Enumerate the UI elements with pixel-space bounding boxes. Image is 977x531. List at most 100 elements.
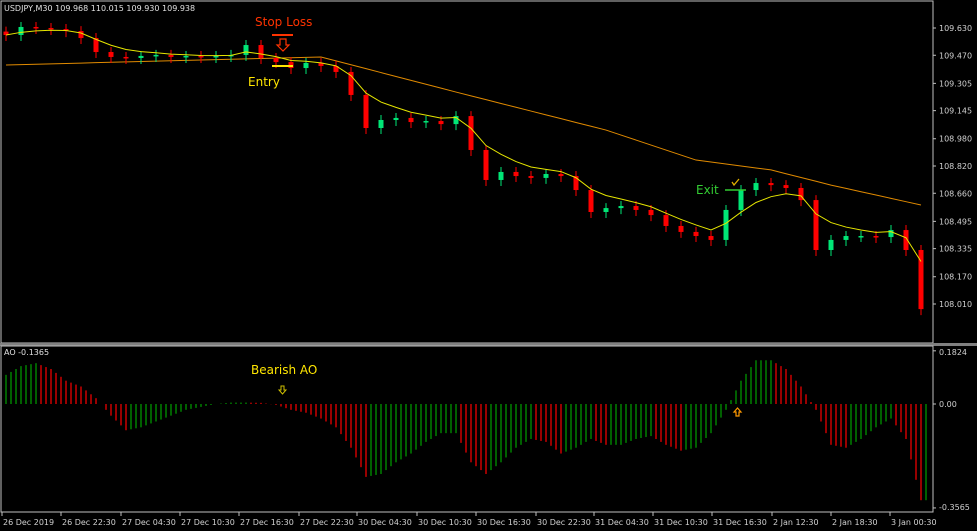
candle xyxy=(123,51,129,64)
candle-body xyxy=(78,31,84,39)
candle-body xyxy=(648,209,654,216)
time-axis: 26 Dec 2019 26 Dec 22:30 27 Dec 04:30 27 De… xyxy=(1,512,937,527)
time-tick-label: 2 Jan 12:30 xyxy=(773,518,819,527)
candle-body xyxy=(768,183,774,186)
candle-body xyxy=(468,116,474,150)
candle-body xyxy=(783,185,789,188)
entry-label: Entry xyxy=(248,75,280,89)
exit-label: Exit xyxy=(696,183,719,197)
price-tick-label: 108.335 xyxy=(939,245,972,254)
candle-body xyxy=(408,117,414,123)
candle-body xyxy=(18,26,24,35)
ao-tick-label: -0.3565 xyxy=(939,503,970,512)
check-icon xyxy=(731,178,740,187)
candle-body xyxy=(393,117,399,120)
candle-body xyxy=(753,183,759,191)
candle-body xyxy=(318,62,324,66)
down-arrow-icon xyxy=(277,385,288,395)
price-tick-label: 108.170 xyxy=(939,273,972,282)
candle-body xyxy=(198,55,204,58)
time-tick-label: 31 Dec 16:30 xyxy=(713,518,767,527)
candle xyxy=(423,116,429,129)
time-tick-label: 31 Dec 10:30 xyxy=(654,518,708,527)
candle xyxy=(18,21,24,41)
candle-body xyxy=(858,236,864,238)
candle-body xyxy=(678,225,684,232)
candle xyxy=(648,204,654,222)
candle-body xyxy=(273,57,279,63)
candle-body xyxy=(183,55,189,58)
candle xyxy=(408,112,414,129)
candle xyxy=(603,203,609,218)
candle xyxy=(753,178,759,197)
price-axis: 109.630 109.470 109.305 109.145 108.980 108.8… xyxy=(933,24,972,309)
candle xyxy=(363,89,369,135)
candle xyxy=(873,231,879,244)
candle-body xyxy=(903,230,909,250)
ao-panel[interactable]: AO -0.1365 0.1824 0.00 -0.3565 Bearish AO xyxy=(0,345,970,513)
candle xyxy=(168,49,174,63)
candle xyxy=(543,169,549,184)
symbol-info: USDJPY,M30 109.968 110.015 109.930 109.9… xyxy=(4,4,195,13)
candle xyxy=(498,166,504,186)
candle-body xyxy=(663,215,669,226)
up-arrow-icon xyxy=(732,407,743,417)
candle-body xyxy=(588,190,594,212)
candle-body xyxy=(333,65,339,72)
candle xyxy=(828,234,834,256)
panel-separator[interactable] xyxy=(0,343,977,346)
time-tick-label: 30 Dec 10:30 xyxy=(418,518,472,527)
candle xyxy=(393,112,399,126)
candle-body xyxy=(558,174,564,177)
candle-body xyxy=(723,209,729,240)
candle xyxy=(483,144,489,186)
ao-tick-label: 0.00 xyxy=(939,400,957,409)
candle xyxy=(843,231,849,246)
candle xyxy=(378,115,384,135)
bearish-ao-label: Bearish AO xyxy=(251,363,317,377)
candle xyxy=(798,182,804,207)
slow-ma-path xyxy=(5,56,922,206)
candle xyxy=(918,244,924,316)
candle xyxy=(903,225,909,256)
candle-body xyxy=(363,94,369,129)
candle xyxy=(213,50,219,63)
price-tick-label: 108.660 xyxy=(939,189,972,198)
price-tick-label: 108.980 xyxy=(939,135,972,144)
candle-body xyxy=(258,45,264,58)
time-tick-label: 30 Dec 16:30 xyxy=(477,518,531,527)
time-tick-label: 30 Dec 22:30 xyxy=(537,518,591,527)
candle xyxy=(858,231,864,243)
candle xyxy=(243,40,249,61)
candle-body xyxy=(738,190,744,210)
candle xyxy=(453,111,459,131)
price-tick-label: 109.305 xyxy=(939,79,972,88)
ao-bars xyxy=(5,360,927,501)
candle xyxy=(3,26,9,41)
candle-body xyxy=(693,231,699,237)
candle xyxy=(348,66,354,101)
candle xyxy=(318,57,324,72)
candle-body xyxy=(3,31,9,35)
candle xyxy=(183,50,189,63)
candle-body xyxy=(138,55,144,58)
candle-body xyxy=(918,249,924,310)
candle-body xyxy=(813,200,819,250)
time-tick-label: 27 Dec 04:30 xyxy=(122,518,176,527)
time-tick-label: 3 Jan 00:30 xyxy=(891,518,937,527)
candle xyxy=(78,26,84,45)
candle-body xyxy=(498,171,504,180)
candle-body xyxy=(828,239,834,250)
candle-body xyxy=(243,45,249,55)
candle-body xyxy=(573,176,579,191)
time-tick-label: 26 Dec 2019 xyxy=(3,518,54,527)
candle-body xyxy=(618,206,624,209)
price-panel[interactable]: USDJPY,M30 109.968 110.015 109.930 109.9… xyxy=(0,0,972,344)
candle xyxy=(138,50,144,64)
candle xyxy=(153,49,159,62)
slow-ma-line xyxy=(5,56,922,206)
price-tick-label: 109.630 xyxy=(939,24,972,33)
fast-ma-line xyxy=(5,29,922,262)
candle xyxy=(693,226,699,243)
